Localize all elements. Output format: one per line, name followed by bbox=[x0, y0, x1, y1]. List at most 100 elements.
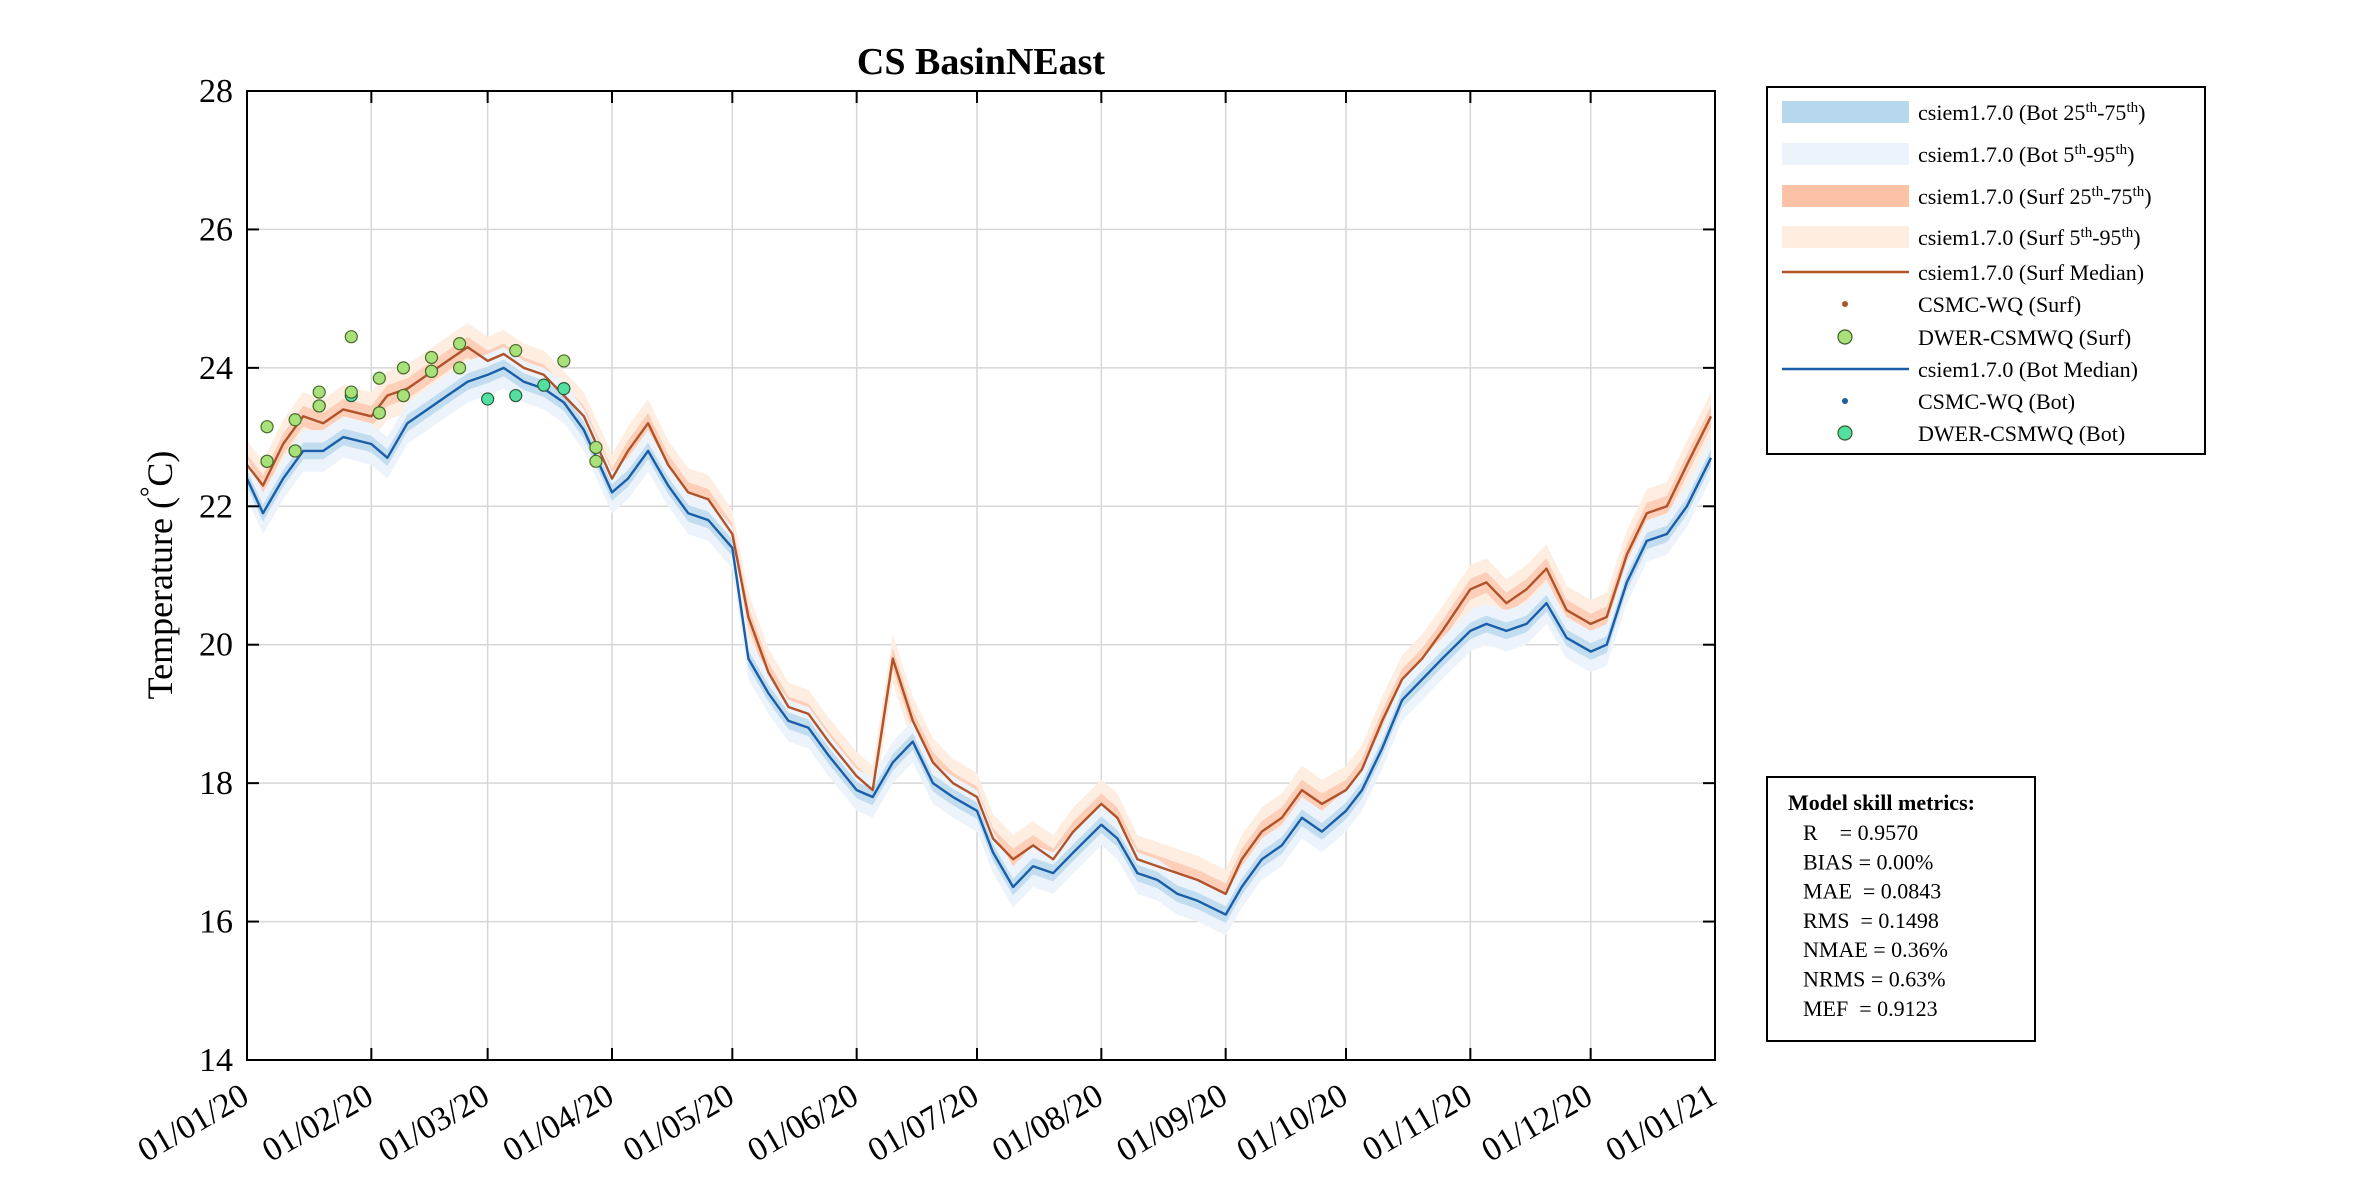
legend-swatch bbox=[1782, 185, 1909, 207]
legend-label-part: -75 bbox=[2103, 184, 2132, 209]
legend-label: CSMC-WQ (Bot) bbox=[1918, 389, 2075, 414]
skill-metric-line: R = 0.9570 bbox=[1803, 820, 1918, 845]
legend-item: csiem1.7.0 (Surf 25th-75th) bbox=[1782, 184, 2152, 209]
legend-item: CSMC-WQ (Surf) bbox=[1842, 292, 2081, 317]
dwer-surf-point bbox=[424, 350, 439, 365]
legend-label-part: th bbox=[2115, 142, 2127, 158]
legend-label-part: -95 bbox=[2092, 225, 2121, 250]
skill-metric-line: BIAS = 0.00% bbox=[1803, 849, 1933, 874]
legend-label: DWER-CSMWQ (Surf) bbox=[1918, 325, 2131, 350]
dwer-bot-point bbox=[537, 378, 551, 392]
legend-swatch bbox=[1842, 398, 1848, 404]
skill-metric-line: MAE = 0.0843 bbox=[1803, 879, 1941, 904]
legend-label-part: ) bbox=[2127, 142, 2134, 167]
y-tick-label: 28 bbox=[199, 73, 233, 110]
dwer-surf-point bbox=[260, 454, 274, 468]
legend-label-part: csiem1.7.0 (Surf 25 bbox=[1918, 184, 2092, 209]
dwer-surf-point bbox=[344, 385, 358, 399]
dwer-surf-point bbox=[396, 388, 411, 403]
legend: csiem1.7.0 (Bot 25th-75th)csiem1.7.0 (Bo… bbox=[1766, 86, 2206, 455]
legend-label-part: ) bbox=[2138, 100, 2145, 125]
legend-label-part: th bbox=[2092, 184, 2104, 200]
legend-swatch bbox=[1837, 329, 1853, 345]
y-tick-label: 26 bbox=[199, 211, 233, 248]
legend-label-part: th bbox=[2133, 184, 2145, 200]
dwer-surf-point bbox=[424, 364, 439, 378]
chart-title: CS BasinNEast bbox=[857, 41, 1105, 83]
legend-label-part: th bbox=[2085, 100, 2097, 116]
legend-label: csiem1.7.0 (Surf Median) bbox=[1918, 260, 2144, 285]
dwer-surf-point bbox=[312, 385, 326, 399]
legend-label-part: csiem1.7.0 (Bot Median) bbox=[1918, 357, 2138, 382]
legend-label-part: th bbox=[2122, 225, 2134, 241]
skill-metric-line: RMS = 0.1498 bbox=[1803, 908, 1939, 933]
legend-label-part: csiem1.7.0 (Bot 25 bbox=[1918, 100, 2085, 125]
dwer-surf-point bbox=[288, 444, 302, 458]
dwer-surf-point bbox=[344, 330, 358, 344]
legend-label-part: csiem1.7.0 (Surf Median) bbox=[1918, 260, 2144, 285]
legend-item: CSMC-WQ (Bot) bbox=[1842, 389, 2075, 414]
legend-item: csiem1.7.0 (Surf Median) bbox=[1782, 260, 2144, 285]
plot-area bbox=[245, 90, 1716, 1061]
dwer-surf-point bbox=[288, 413, 302, 427]
y-tick-label: 24 bbox=[199, 350, 233, 387]
y-tick-label: 14 bbox=[199, 1042, 233, 1079]
legend-label: csiem1.7.0 (Bot 25th-75th) bbox=[1918, 100, 2145, 125]
legend-label: csiem1.7.0 (Bot Median) bbox=[1918, 357, 2138, 382]
y-axis-label-degree: ° bbox=[135, 487, 164, 497]
skill-metrics-box: Model skill metrics: R = 0.9570 BIAS = 0.… bbox=[1766, 776, 2036, 1042]
legend-item: DWER-CSMWQ (Bot) bbox=[1837, 421, 2125, 446]
legend-label-part: DWER-CSMWQ (Bot) bbox=[1918, 421, 2125, 446]
plot-frame bbox=[246, 90, 1716, 1061]
legend-swatch bbox=[1782, 226, 1909, 248]
dwer-surf-point bbox=[372, 406, 386, 420]
y-axis-label: Temperature (°C) bbox=[135, 451, 181, 700]
legend-label-part: th bbox=[2074, 142, 2086, 158]
y-axis-label-unit: C) bbox=[140, 451, 180, 487]
dwer-surf-point bbox=[509, 343, 523, 358]
skill-metric-line: NMAE = 0.36% bbox=[1803, 937, 1948, 962]
legend-label-part: -95 bbox=[2086, 142, 2115, 167]
dwer-surf-point bbox=[452, 361, 467, 375]
surf-median-line bbox=[246, 345, 1713, 896]
dwer-bot-point bbox=[557, 382, 571, 396]
legend-item: csiem1.7.0 (Bot Median) bbox=[1782, 357, 2138, 382]
dwer-surf-point bbox=[260, 420, 274, 434]
y-tick-label: 22 bbox=[199, 488, 233, 525]
dwer-bot-point bbox=[509, 388, 523, 403]
legend-label: DWER-CSMWQ (Bot) bbox=[1918, 421, 2125, 446]
legend-item: csiem1.7.0 (Surf 5th-95th) bbox=[1782, 225, 2141, 250]
legend-label-part: DWER-CSMWQ (Surf) bbox=[1918, 325, 2131, 350]
dwer-surf-point bbox=[396, 361, 411, 375]
legend-label-part: csiem1.7.0 (Surf 5 bbox=[1918, 225, 2081, 250]
legend-item: DWER-CSMWQ (Surf) bbox=[1837, 325, 2131, 350]
skill-metric-line: NRMS = 0.63% bbox=[1803, 967, 1946, 992]
legend-label-part: th bbox=[2081, 225, 2093, 241]
y-tick-label: 16 bbox=[199, 904, 233, 941]
dwer-surf-point bbox=[589, 440, 603, 455]
dwer-surf-point bbox=[452, 337, 467, 351]
legend-swatch bbox=[1782, 101, 1909, 123]
legend-label: csiem1.7.0 (Bot 5th-95th) bbox=[1918, 142, 2134, 167]
bot-median-line bbox=[245, 366, 1713, 916]
dwer-bot-point bbox=[481, 392, 495, 406]
y-tick-label: 20 bbox=[199, 627, 233, 664]
legend-label-part: th bbox=[2126, 100, 2138, 116]
observation-points bbox=[260, 330, 603, 468]
legend-label: CSMC-WQ (Surf) bbox=[1918, 292, 2081, 317]
y-tick-label: 18 bbox=[199, 765, 233, 802]
legend-label-part: ) bbox=[2144, 184, 2151, 209]
legend-label-part: ) bbox=[2133, 225, 2140, 250]
dwer-surf-point bbox=[557, 354, 571, 368]
y-axis-label-main: Temperature ( bbox=[140, 497, 180, 699]
legend-label-part: -75 bbox=[2097, 100, 2126, 125]
dwer-surf-point bbox=[589, 454, 603, 468]
skill-metrics-frame bbox=[1766, 776, 2036, 1042]
skill-metrics-heading: Model skill metrics: bbox=[1788, 790, 1975, 815]
legend-swatch bbox=[1782, 143, 1909, 165]
legend-item: csiem1.7.0 (Bot 25th-75th) bbox=[1782, 100, 2145, 125]
legend-swatch bbox=[1837, 425, 1853, 441]
y-tick-labels: 14 16 18 20 22 24 26 28 bbox=[199, 73, 233, 1079]
legend-label-part: csiem1.7.0 (Bot 5 bbox=[1918, 142, 2074, 167]
